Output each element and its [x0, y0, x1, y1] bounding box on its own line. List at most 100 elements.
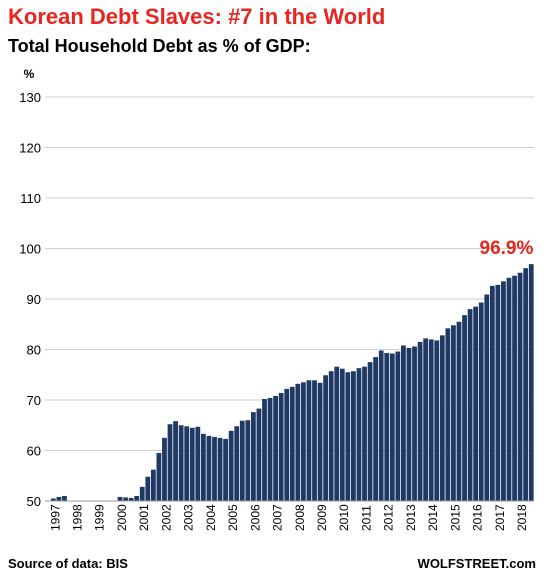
bar-14 — [123, 497, 128, 501]
bar-53 — [339, 368, 345, 501]
bar-58 — [367, 362, 373, 501]
bar-51 — [328, 371, 334, 501]
bar-85 — [517, 272, 523, 501]
x-tick-label-2006: 2006 — [248, 504, 262, 531]
x-tick-label-1997: 1997 — [48, 504, 62, 531]
bar-87 — [528, 264, 534, 501]
bar-32 — [223, 438, 228, 501]
bar-79 — [484, 294, 490, 501]
bar-46 — [301, 382, 306, 501]
source-note: Source of data: BIS — [8, 556, 128, 571]
bar-29 — [206, 435, 212, 501]
bar-64 — [401, 345, 406, 501]
bar-13 — [117, 496, 123, 501]
y-tick-label-60: 60 — [27, 444, 41, 459]
bar-38 — [256, 408, 262, 501]
bar-22 — [167, 424, 173, 501]
bar-76 — [467, 309, 473, 501]
x-tick-label-2014: 2014 — [426, 504, 440, 531]
y-axis-label: % — [24, 67, 35, 81]
x-tick-label-2012: 2012 — [382, 504, 396, 531]
bar-24 — [178, 425, 184, 501]
x-tick-label-2003: 2003 — [182, 504, 196, 531]
bar-35 — [239, 420, 245, 501]
bar-83 — [506, 277, 512, 501]
bars — [50, 264, 534, 501]
bar-68 — [423, 338, 429, 501]
x-tick-label-2011: 2011 — [359, 505, 373, 531]
bar-56 — [356, 368, 362, 501]
bar-40 — [267, 397, 273, 501]
y-tick-label-110: 110 — [20, 191, 41, 206]
bar-25 — [184, 426, 190, 501]
bar-23 — [173, 421, 178, 501]
bar-72 — [445, 328, 451, 501]
x-axis-tick-labels: 1997 1998 1999 2000 2001 2002 2003 2004 2005 2006… — [48, 504, 529, 531]
bar-48 — [312, 380, 317, 501]
brand-label: WOLFSTREET.com — [417, 556, 536, 571]
bar-80 — [489, 285, 495, 501]
x-tick-label-2000: 2000 — [115, 504, 129, 531]
bar-28 — [200, 433, 206, 501]
bar-37 — [250, 412, 256, 501]
bar-34 — [234, 426, 240, 501]
x-tick-label-2010: 2010 — [337, 504, 351, 531]
bar-84 — [512, 275, 517, 501]
bar-82 — [501, 281, 506, 501]
x-tick-label-2018: 2018 — [515, 504, 529, 531]
x-tick-label-2015: 2015 — [448, 504, 462, 531]
bar-63 — [395, 351, 401, 501]
x-tick-label-2013: 2013 — [404, 504, 418, 531]
bar-36 — [245, 420, 251, 501]
bar-39 — [262, 398, 267, 501]
bar-62 — [389, 353, 395, 501]
y-tick-label-50: 50 — [27, 494, 41, 509]
x-tick-label-2002: 2002 — [159, 504, 173, 531]
bar-65 — [406, 347, 412, 501]
bar-73 — [451, 325, 456, 501]
y-tick-label-120: 120 — [19, 141, 41, 156]
bar-18 — [145, 476, 151, 501]
bar-31 — [217, 437, 223, 501]
bar-70 — [434, 340, 440, 501]
bar-26 — [189, 427, 195, 501]
bar-60 — [378, 350, 384, 501]
bar-15 — [128, 497, 134, 501]
bar-33 — [228, 430, 234, 501]
bar-47 — [306, 380, 312, 501]
x-tick-label-2017: 2017 — [493, 504, 507, 531]
y-tick-label-90: 90 — [27, 292, 41, 307]
bar-67 — [417, 341, 423, 501]
bar-41 — [273, 395, 278, 501]
bar-1 — [50, 498, 56, 501]
bar-52 — [334, 366, 340, 501]
x-tick-label-1999: 1999 — [93, 504, 107, 531]
y-axis-tick-labels: 50 60 70 80 90 100 110 120 130 — [19, 90, 41, 509]
x-tick-label-2001: 2001 — [137, 504, 151, 531]
y-tick-label-100: 100 — [19, 242, 41, 257]
x-tick-label-2009: 2009 — [315, 504, 329, 531]
bar-69 — [428, 339, 434, 501]
bar-21 — [162, 437, 167, 501]
bar-2 — [56, 496, 62, 501]
bar-16 — [134, 495, 140, 501]
y-tick-label-80: 80 — [27, 343, 41, 358]
bar-17 — [139, 486, 145, 501]
y-tick-label-70: 70 — [27, 393, 41, 408]
bar-59 — [373, 357, 379, 501]
bar-86 — [523, 268, 529, 501]
bar-27 — [195, 426, 201, 501]
bar-43 — [284, 388, 290, 501]
x-tick-label-2004: 2004 — [204, 504, 218, 531]
bar-75 — [462, 315, 467, 501]
bar-78 — [478, 302, 484, 501]
bar-74 — [456, 321, 462, 501]
y-tick-label-130: 130 — [19, 90, 41, 105]
bar-49 — [317, 382, 323, 501]
bar-71 — [439, 335, 445, 501]
bar-42 — [278, 392, 284, 501]
bar-44 — [289, 386, 295, 501]
bar-57 — [362, 366, 367, 501]
latest-value-annotation: 96.9% — [480, 238, 534, 259]
